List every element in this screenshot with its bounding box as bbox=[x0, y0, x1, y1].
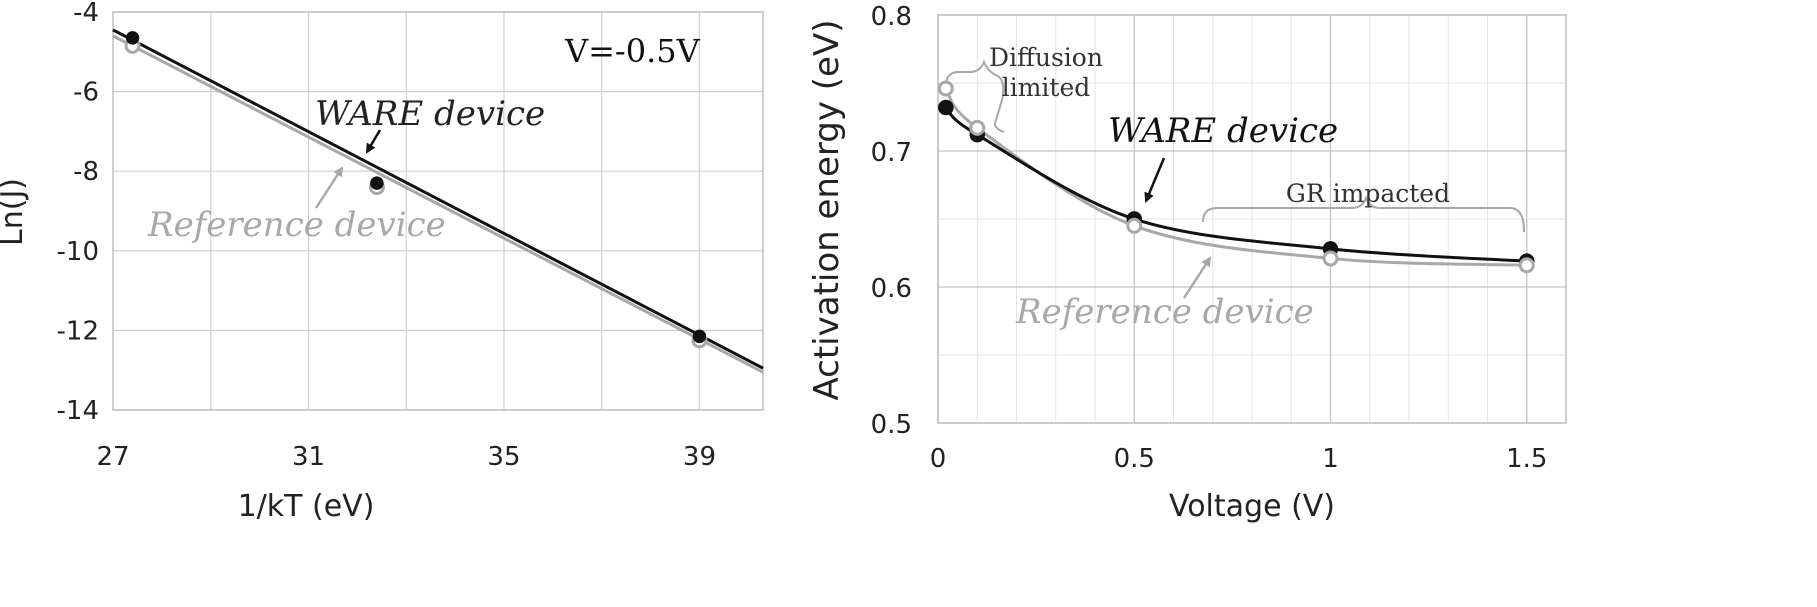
right-ware-device-label: WARE device bbox=[1108, 111, 1338, 151]
left-ware-fit-line bbox=[112, 28, 764, 370]
arrhenius-chart: -4 -6 -8 -10 -12 -14 27 31 35 39 1/kT (eV) Ln(J)… bbox=[0, 0, 764, 524]
gr-impacted-label: GR impacted bbox=[1286, 179, 1450, 208]
left-x-tick-label: 27 bbox=[96, 442, 129, 472]
left-reference-arrow bbox=[314, 166, 344, 209]
right-reference-point bbox=[937, 80, 954, 97]
right-reference-point bbox=[1322, 250, 1339, 267]
diffusion-limited-brace bbox=[944, 59, 1005, 133]
left-y-tick-label: -14 bbox=[57, 396, 99, 426]
left-ware-arrow bbox=[365, 129, 382, 154]
left-x-tick-label: 35 bbox=[487, 442, 520, 472]
right-ware-point bbox=[938, 99, 954, 116]
right-x-tick-label: 0.5 bbox=[1114, 444, 1155, 474]
left-reference-fit-line bbox=[112, 34, 764, 374]
activation-energy-chart: 0.8 0.7 0.6 0.5 0 0.5 1 1.5 Voltage (V) Activa… bbox=[807, 2, 1567, 524]
left-x-axis-label: 1/kT (eV) bbox=[238, 489, 375, 524]
diffusion-label-line2: limited bbox=[1002, 73, 1091, 102]
left-x-tick-labels: 27 31 35 39 bbox=[96, 442, 716, 472]
left-y-tick-label: -4 bbox=[73, 0, 99, 28]
left-plot-frame bbox=[112, 11, 764, 411]
right-y-axis-label: Activation energy (eV) bbox=[807, 19, 847, 400]
left-x-tick-label: 31 bbox=[292, 442, 325, 472]
right-y-tick-label: 0.5 bbox=[871, 410, 912, 440]
bias-condition-label: V=-0.5V bbox=[564, 32, 701, 70]
right-reference-point bbox=[1518, 257, 1535, 274]
gr-impacted-brace bbox=[1202, 195, 1525, 233]
right-x-axis-label: Voltage (V) bbox=[1169, 489, 1335, 524]
right-series bbox=[937, 80, 1535, 274]
right-ware-arrow bbox=[1144, 157, 1166, 203]
left-y-tick-label: -12 bbox=[57, 316, 99, 346]
right-y-tick-label: 0.8 bbox=[871, 2, 912, 32]
right-y-tick-labels: 0.8 0.7 0.6 0.5 bbox=[871, 2, 912, 440]
right-reference-point bbox=[969, 119, 986, 136]
left-y-tick-labels: -4 -6 -8 -10 -12 -14 bbox=[57, 0, 99, 426]
right-x-tick-label: 1 bbox=[1322, 444, 1339, 474]
left-reference-device-label: Reference device bbox=[147, 205, 446, 245]
right-plot-frame bbox=[937, 14, 1567, 424]
right-reference-arrow bbox=[1182, 256, 1212, 299]
left-x-tick-label: 39 bbox=[683, 442, 716, 472]
right-x-tick-labels: 0 0.5 1 1.5 bbox=[930, 444, 1548, 474]
left-ware-point bbox=[692, 329, 707, 344]
right-y-tick-label: 0.6 bbox=[871, 274, 912, 304]
right-reference-device-label: Reference device bbox=[1015, 292, 1314, 332]
right-x-tick-label: 0 bbox=[930, 444, 947, 474]
right-x-tick-label: 1.5 bbox=[1506, 444, 1547, 474]
left-ware-device-label: WARE device bbox=[315, 94, 545, 134]
left-y-tick-label: -10 bbox=[57, 237, 99, 267]
right-reference-point bbox=[1126, 217, 1143, 234]
left-ware-point bbox=[125, 31, 140, 45]
left-y-tick-label: -6 bbox=[73, 78, 99, 108]
right-y-tick-label: 0.7 bbox=[871, 138, 912, 168]
diffusion-label-line1: Diffusion bbox=[989, 43, 1103, 72]
left-ware-point bbox=[370, 176, 384, 190]
left-y-axis-label: Ln(J) bbox=[0, 178, 30, 246]
left-series bbox=[112, 28, 764, 374]
left-y-tick-label: -8 bbox=[73, 157, 99, 187]
